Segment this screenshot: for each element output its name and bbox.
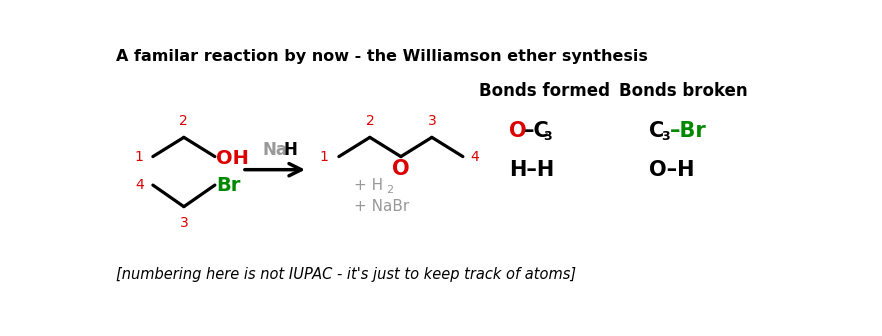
Text: 3: 3 bbox=[180, 216, 188, 230]
Text: 2: 2 bbox=[180, 114, 188, 128]
Text: 1: 1 bbox=[320, 150, 329, 164]
Text: Bonds formed: Bonds formed bbox=[479, 82, 609, 100]
Text: 3: 3 bbox=[428, 114, 437, 128]
Text: 2: 2 bbox=[365, 114, 374, 128]
Text: –Br: –Br bbox=[669, 121, 706, 141]
Text: H: H bbox=[284, 141, 298, 159]
Text: 3: 3 bbox=[543, 130, 552, 143]
Text: 4: 4 bbox=[471, 150, 480, 164]
Text: 3: 3 bbox=[662, 130, 670, 143]
Text: 4: 4 bbox=[135, 178, 144, 192]
Text: O: O bbox=[392, 159, 409, 179]
Text: C: C bbox=[649, 121, 664, 141]
Text: Bonds broken: Bonds broken bbox=[619, 82, 748, 100]
Text: O–H: O–H bbox=[649, 160, 694, 180]
Text: H–H: H–H bbox=[510, 160, 555, 180]
Text: 1: 1 bbox=[135, 150, 144, 164]
Text: 2: 2 bbox=[386, 185, 393, 196]
Text: Br: Br bbox=[216, 176, 241, 195]
Text: A familar reaction by now - the Williamson ether synthesis: A familar reaction by now - the Williams… bbox=[116, 49, 648, 64]
Text: O: O bbox=[510, 121, 527, 141]
Text: Na: Na bbox=[262, 141, 288, 159]
Text: OH: OH bbox=[216, 150, 250, 168]
Text: [numbering here is not IUPAC - it's just to keep track of atoms]: [numbering here is not IUPAC - it's just… bbox=[116, 267, 577, 282]
Text: + NaBr: + NaBr bbox=[355, 199, 409, 214]
Text: –C: –C bbox=[524, 121, 549, 141]
Text: + H: + H bbox=[355, 178, 384, 193]
